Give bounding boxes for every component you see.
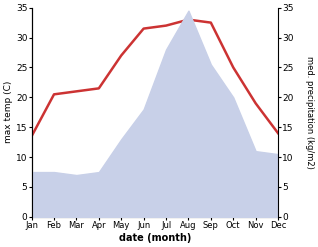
Y-axis label: max temp (C): max temp (C)	[4, 81, 13, 144]
X-axis label: date (month): date (month)	[119, 233, 191, 243]
Y-axis label: med. precipitation (kg/m2): med. precipitation (kg/m2)	[305, 56, 314, 169]
